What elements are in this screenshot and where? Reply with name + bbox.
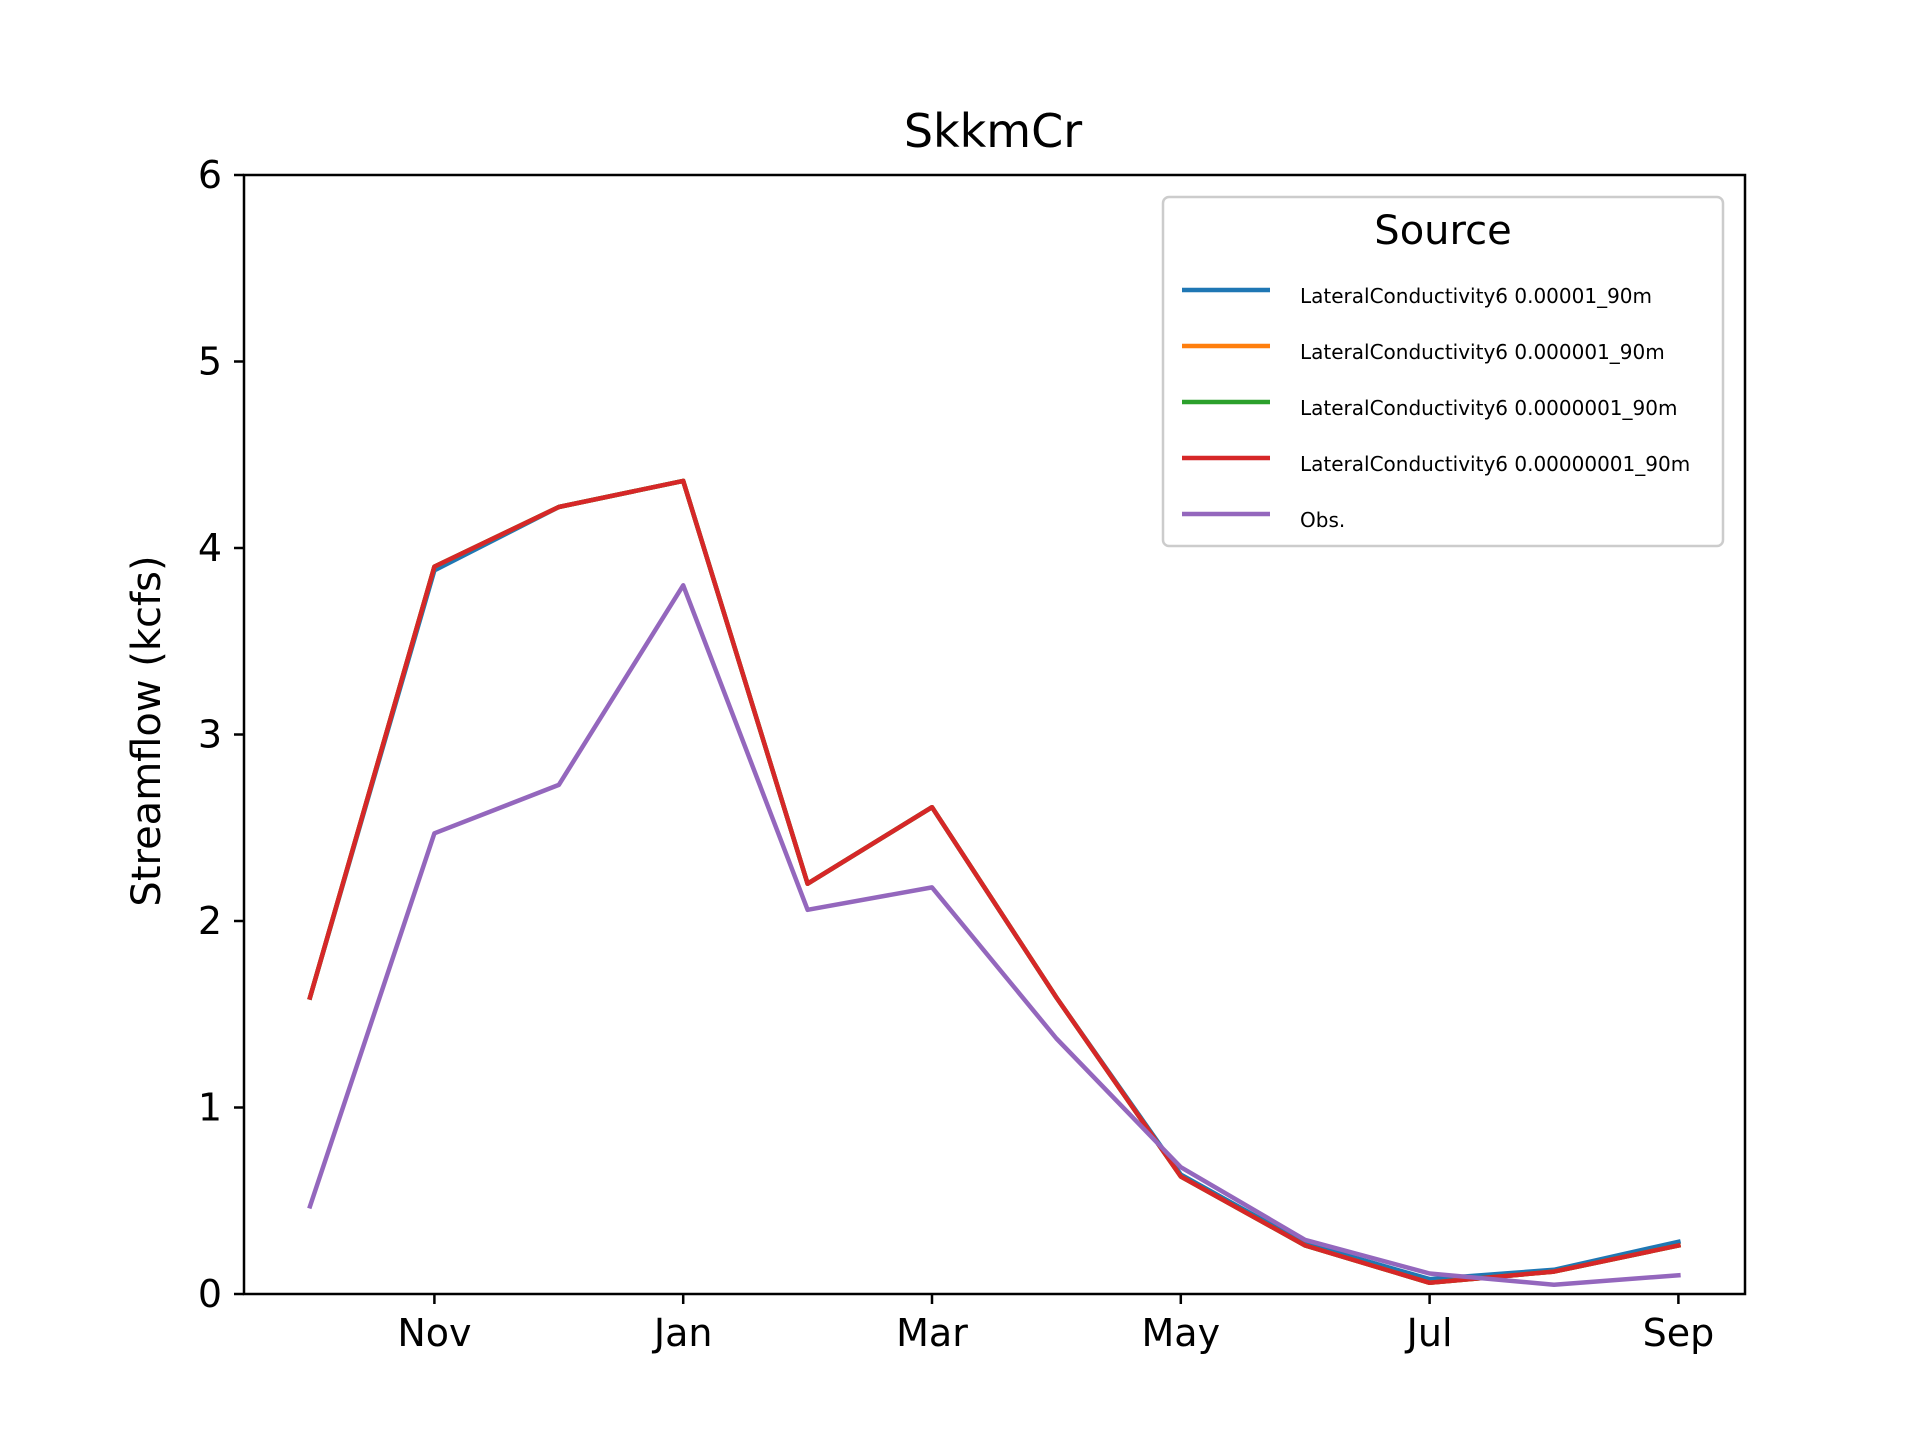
axes: 0 1 2 3 4 5 6 Nov Jan Mar May Jul Sep xyxy=(198,153,1747,1355)
x-tick-label: May xyxy=(1142,1311,1221,1355)
y-tick-label: 2 xyxy=(198,899,222,943)
y-axis-label: Streamflow (kcfs) xyxy=(124,555,170,906)
y-tick-label: 5 xyxy=(198,340,222,384)
legend-entry-label: Obs. xyxy=(1300,508,1345,532)
x-tick-label: Nov xyxy=(397,1311,471,1355)
legend-box xyxy=(1161,195,1725,548)
y-tick-label: 3 xyxy=(198,713,222,757)
legend-title: Source xyxy=(1374,208,1511,254)
x-tick-label: Jan xyxy=(652,1311,713,1355)
y-tick-label: 4 xyxy=(198,526,222,570)
series-line-5 xyxy=(307,583,1681,1287)
series-line-4 xyxy=(307,478,1682,1286)
x-tick-label: Sep xyxy=(1643,1311,1715,1355)
legend-entry-label: LateralConductivity6 0.00001_90m xyxy=(1300,284,1652,308)
x-tick-label: Mar xyxy=(896,1311,968,1355)
y-tick-label: 6 xyxy=(198,153,222,197)
series-lines xyxy=(307,478,1682,1287)
legend-entry-label: LateralConductivity6 0.0000001_90m xyxy=(1300,396,1677,420)
chart-title: SkkmCr xyxy=(904,104,1082,158)
x-tick-label: Jul xyxy=(1405,1311,1453,1355)
y-tick-label: 0 xyxy=(198,1272,222,1316)
legend-entry-label: LateralConductivity6 0.00000001_90m xyxy=(1300,452,1690,476)
legend: Source LateralConductivity6 0.00001_90m La… xyxy=(1161,195,1725,548)
y-tick-label: 1 xyxy=(198,1086,222,1130)
legend-entry-label: LateralConductivity6 0.000001_90m xyxy=(1300,340,1665,364)
